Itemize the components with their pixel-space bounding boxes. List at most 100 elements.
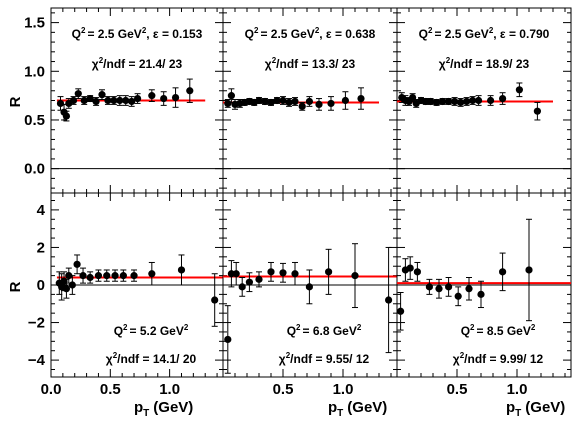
data-point bbox=[298, 101, 306, 111]
data-point bbox=[385, 246, 393, 354]
data-point bbox=[56, 96, 65, 111]
marker bbox=[130, 272, 138, 280]
marker bbox=[341, 96, 349, 105]
marker bbox=[232, 270, 240, 278]
data-point bbox=[211, 273, 219, 327]
marker bbox=[74, 90, 82, 98]
marker bbox=[425, 283, 433, 291]
marker bbox=[79, 272, 87, 280]
data-point bbox=[427, 97, 435, 106]
data-point bbox=[433, 98, 441, 107]
data-point bbox=[130, 269, 138, 282]
marker bbox=[454, 292, 462, 300]
marker bbox=[69, 96, 78, 105]
chi2-label: χ2/ndf = 9.99/ 12 bbox=[453, 351, 544, 366]
y-tick-label: −4 bbox=[28, 352, 46, 369]
data-point bbox=[255, 96, 263, 105]
x-tick-label: 0.5 bbox=[273, 381, 294, 398]
marker bbox=[351, 272, 359, 280]
marker bbox=[267, 98, 275, 107]
y-tick-label: 1.0 bbox=[24, 63, 45, 80]
marker bbox=[98, 91, 106, 99]
marker bbox=[291, 270, 299, 278]
data-point bbox=[465, 276, 473, 301]
marker bbox=[487, 96, 495, 105]
data-point bbox=[401, 258, 409, 282]
q2-label: Q2 = 8.5 GeV2 bbox=[461, 323, 536, 338]
marker bbox=[92, 97, 100, 106]
data-point bbox=[94, 269, 103, 282]
marker bbox=[62, 285, 71, 293]
data-point bbox=[305, 96, 313, 107]
data-point bbox=[285, 98, 293, 107]
data-point bbox=[68, 275, 76, 295]
marker bbox=[327, 99, 335, 108]
data-point bbox=[62, 278, 71, 299]
data-point bbox=[267, 98, 275, 107]
data-point bbox=[291, 97, 299, 106]
data-point bbox=[80, 96, 88, 105]
data-point bbox=[291, 261, 299, 286]
data-point bbox=[279, 262, 287, 283]
data-point bbox=[111, 269, 119, 282]
marker bbox=[435, 285, 443, 293]
data-point bbox=[477, 280, 485, 309]
marker bbox=[177, 266, 186, 274]
y-axis-label-bottom: R bbox=[7, 281, 24, 292]
data-point bbox=[325, 248, 333, 295]
marker bbox=[128, 97, 136, 106]
chi2-label: χ2/ndf = 13.3/ 23 bbox=[265, 56, 356, 71]
data-point bbox=[457, 98, 465, 107]
marker bbox=[110, 96, 118, 105]
marker bbox=[279, 96, 287, 105]
q2-label: Q2 = 2.5 GeV2, ε = 0.153 bbox=[72, 26, 203, 41]
marker bbox=[445, 283, 453, 291]
marker bbox=[445, 97, 453, 106]
data-point bbox=[409, 93, 417, 102]
data-point bbox=[74, 88, 82, 100]
data-point bbox=[454, 286, 462, 307]
x-axis-label-left: pT (GeV) bbox=[134, 399, 193, 419]
marker bbox=[433, 98, 441, 107]
marker bbox=[211, 296, 219, 304]
data-point bbox=[98, 89, 106, 101]
x-tick-label: 1.0 bbox=[159, 381, 180, 398]
data-point bbox=[445, 276, 453, 297]
x-tick-label: 1.0 bbox=[507, 381, 528, 398]
y-tick-label: 0.0 bbox=[24, 161, 45, 178]
data-point bbox=[445, 97, 453, 106]
x-axis-label-right: pT (GeV) bbox=[506, 399, 565, 419]
marker bbox=[104, 96, 112, 105]
data-point bbox=[533, 101, 542, 121]
data-point bbox=[224, 305, 232, 374]
marker bbox=[463, 97, 471, 106]
data-point bbox=[245, 272, 253, 293]
marker bbox=[119, 272, 127, 280]
data-point bbox=[133, 93, 142, 104]
x-tick-label: 0.0 bbox=[41, 381, 62, 398]
marker bbox=[385, 296, 393, 304]
marker bbox=[279, 269, 287, 277]
marker bbox=[80, 96, 88, 105]
y-tick-label: 0 bbox=[37, 277, 45, 294]
panel-bottom-center: 0.5 1.0 Q2 = 6.8 GeV2 χ2/ndf = 9.55/ 12 bbox=[222, 192, 398, 398]
marker bbox=[86, 94, 94, 103]
marker bbox=[68, 281, 76, 289]
data-point bbox=[261, 97, 269, 106]
y-tick-label: −2 bbox=[28, 315, 45, 332]
marker bbox=[261, 97, 269, 106]
data-point bbox=[475, 95, 483, 106]
marker bbox=[245, 278, 253, 286]
marker bbox=[499, 94, 507, 103]
data-point bbox=[273, 96, 281, 105]
marker bbox=[227, 92, 235, 100]
marker bbox=[111, 272, 119, 280]
marker bbox=[186, 87, 194, 95]
marker bbox=[533, 107, 542, 115]
data-point bbox=[463, 97, 471, 106]
data-point bbox=[305, 269, 313, 305]
marker bbox=[439, 97, 447, 106]
data-point bbox=[499, 252, 507, 292]
data-point bbox=[397, 292, 405, 331]
marker bbox=[255, 275, 263, 283]
